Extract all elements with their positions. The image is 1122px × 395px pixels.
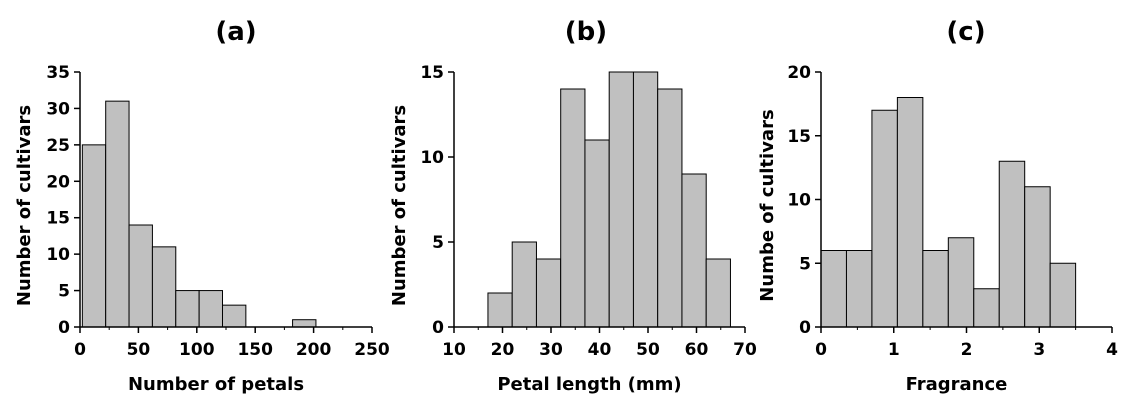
x-tick-label: 100 [179, 340, 215, 360]
histogram-bar [151, 246, 177, 328]
y-tick-label: 5 [799, 254, 811, 274]
y-tick-label: 0 [432, 318, 444, 338]
y-tick-label: 10 [787, 191, 811, 211]
histogram-bar [511, 241, 537, 328]
histogram-bar [973, 288, 1000, 328]
x-axis-label: Fragrance [906, 374, 1008, 395]
x-tick-label: 200 [296, 340, 332, 360]
x-axis-label: Number of petals [128, 374, 304, 395]
x-tick-label: 30 [539, 340, 563, 360]
y-tick-label: 30 [46, 99, 70, 119]
histogram-bar [198, 290, 223, 328]
y-tick-label: 20 [787, 63, 811, 83]
histogram-bar [998, 160, 1026, 328]
histogram-bar [1049, 262, 1077, 328]
histogram-bar [705, 258, 731, 328]
x-tick-label: 1 [888, 340, 900, 360]
histogram-bar [175, 290, 200, 328]
x-tick-label: 0 [815, 340, 827, 360]
y-tick-label: 20 [46, 172, 70, 192]
y-tick-label: 25 [46, 136, 70, 156]
histogram-bar [128, 224, 153, 328]
chart-title: (b) [565, 17, 607, 47]
histogram-bar [1024, 186, 1051, 328]
x-tick-label: 50 [636, 340, 660, 360]
chart-title: (c) [946, 17, 985, 47]
x-tick-label: 70 [733, 340, 757, 360]
histogram-bar [584, 139, 610, 328]
y-tick-label: 15 [420, 63, 444, 83]
histogram-bar [947, 237, 975, 328]
y-tick-label: 10 [420, 148, 444, 168]
histogram-bar [632, 71, 659, 328]
histogram-bar [871, 109, 898, 328]
x-tick-label: 60 [685, 340, 709, 360]
y-tick-label: 10 [46, 245, 70, 265]
x-tick-label: 50 [127, 340, 151, 360]
histogram-bar [922, 250, 949, 328]
x-tick-label: 150 [237, 340, 273, 360]
histogram-bar [657, 88, 683, 328]
x-tick-label: 10 [442, 340, 466, 360]
histogram-bar [820, 250, 847, 328]
chart-panel-c: 0 1 2 3 4 0 5 10 15 20 (c) Fragrance Numbe of cultiv… [757, 17, 1118, 395]
histogram-bar [487, 292, 513, 328]
histogram-bar [81, 144, 107, 328]
y-tick-label: 35 [46, 63, 70, 83]
chart-panel-b: 10 20 30 40 50 60 70 0 5 10 15 (b) Petal length (mm)… [389, 17, 757, 395]
chart-panel-a: 0 50 100 150 200 250 0 5 10 15 20 25 30 35 (a) Number o… [14, 17, 390, 395]
y-tick-label: 0 [58, 318, 70, 338]
histogram-bar [845, 250, 873, 328]
y-tick-label: 5 [432, 233, 444, 253]
y-tick-label: 15 [46, 209, 70, 229]
y-axis-label: Numbe of cultivars [757, 109, 778, 301]
histogram-bar [560, 88, 586, 328]
histogram-bar [221, 304, 247, 328]
y-axis-label: Number of cultivars [14, 105, 35, 306]
histogram-bar [535, 258, 562, 328]
y-tick-label: 15 [787, 127, 811, 147]
x-tick-label: 250 [354, 340, 390, 360]
x-tick-label: 4 [1106, 340, 1118, 360]
histogram-bar [292, 319, 317, 328]
chart-title: (a) [215, 17, 256, 47]
y-tick-label: 0 [799, 318, 811, 338]
x-tick-label: 0 [74, 340, 86, 360]
x-tick-label: 20 [491, 340, 515, 360]
y-axis-label: Number of cultivars [389, 105, 410, 306]
histogram-bar [896, 97, 924, 328]
x-tick-label: 40 [588, 340, 612, 360]
x-axis-label: Petal length (mm) [497, 374, 681, 395]
histogram-bar [681, 173, 707, 328]
histogram-bar [105, 100, 130, 328]
x-tick-label: 2 [961, 340, 973, 360]
y-tick-label: 5 [58, 282, 70, 302]
x-tick-label: 3 [1033, 340, 1045, 360]
histogram-bar [608, 71, 634, 328]
